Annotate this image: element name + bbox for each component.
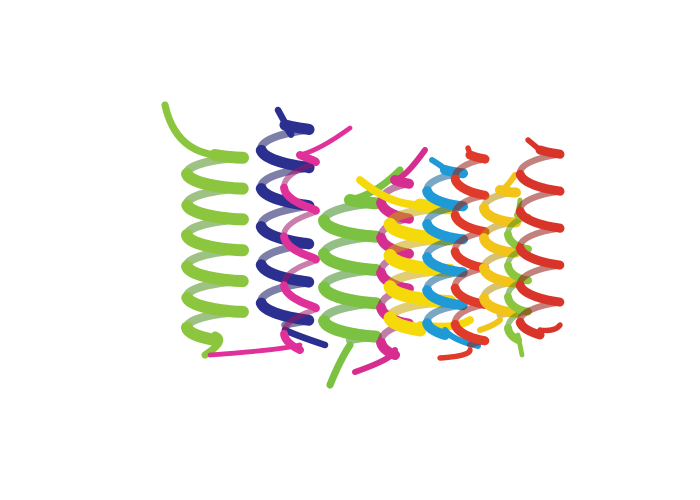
green-ribbon-left [161, 101, 249, 359]
ribbon-cluster [161, 101, 565, 389]
magenta-ribbon-left [207, 125, 353, 358]
green-ribbon-middle-back-face [319, 199, 381, 345]
magenta-ribbon-middle-head-tail [392, 147, 428, 183]
red-ribbon-left-back-face [451, 156, 489, 349]
magenta-ribbon-left-front-face [280, 151, 320, 354]
red-ribbon-left-front-face [450, 150, 490, 346]
blue-ribbon-back-face [423, 169, 467, 326]
red-ribbon-left [437, 145, 490, 361]
green-ribbon-left-front-face [181, 149, 249, 346]
magenta-ribbon-left-back-face [281, 159, 319, 336]
magenta-ribbon-left-foot-tail [207, 342, 303, 358]
green-ribbon-middle-foot-tail [326, 341, 354, 389]
yellow-ribbon-right-foot-tail [477, 317, 503, 333]
green-ribbon-middle-front-face [318, 194, 382, 343]
green-ribbon-left-head-tail [161, 101, 219, 159]
red-ribbon-right-front-face [515, 145, 565, 340]
yellow-ribbon-right [477, 172, 521, 333]
navy-ribbon-back-face [257, 125, 313, 329]
red-ribbon-right-foot-tail [537, 322, 563, 334]
red-ribbon-left-foot-tail [437, 347, 473, 361]
yellow-ribbon-right-front-face [479, 185, 521, 318]
red-ribbon-right [515, 137, 565, 340]
red-ribbon-right-back-face [516, 151, 564, 324]
